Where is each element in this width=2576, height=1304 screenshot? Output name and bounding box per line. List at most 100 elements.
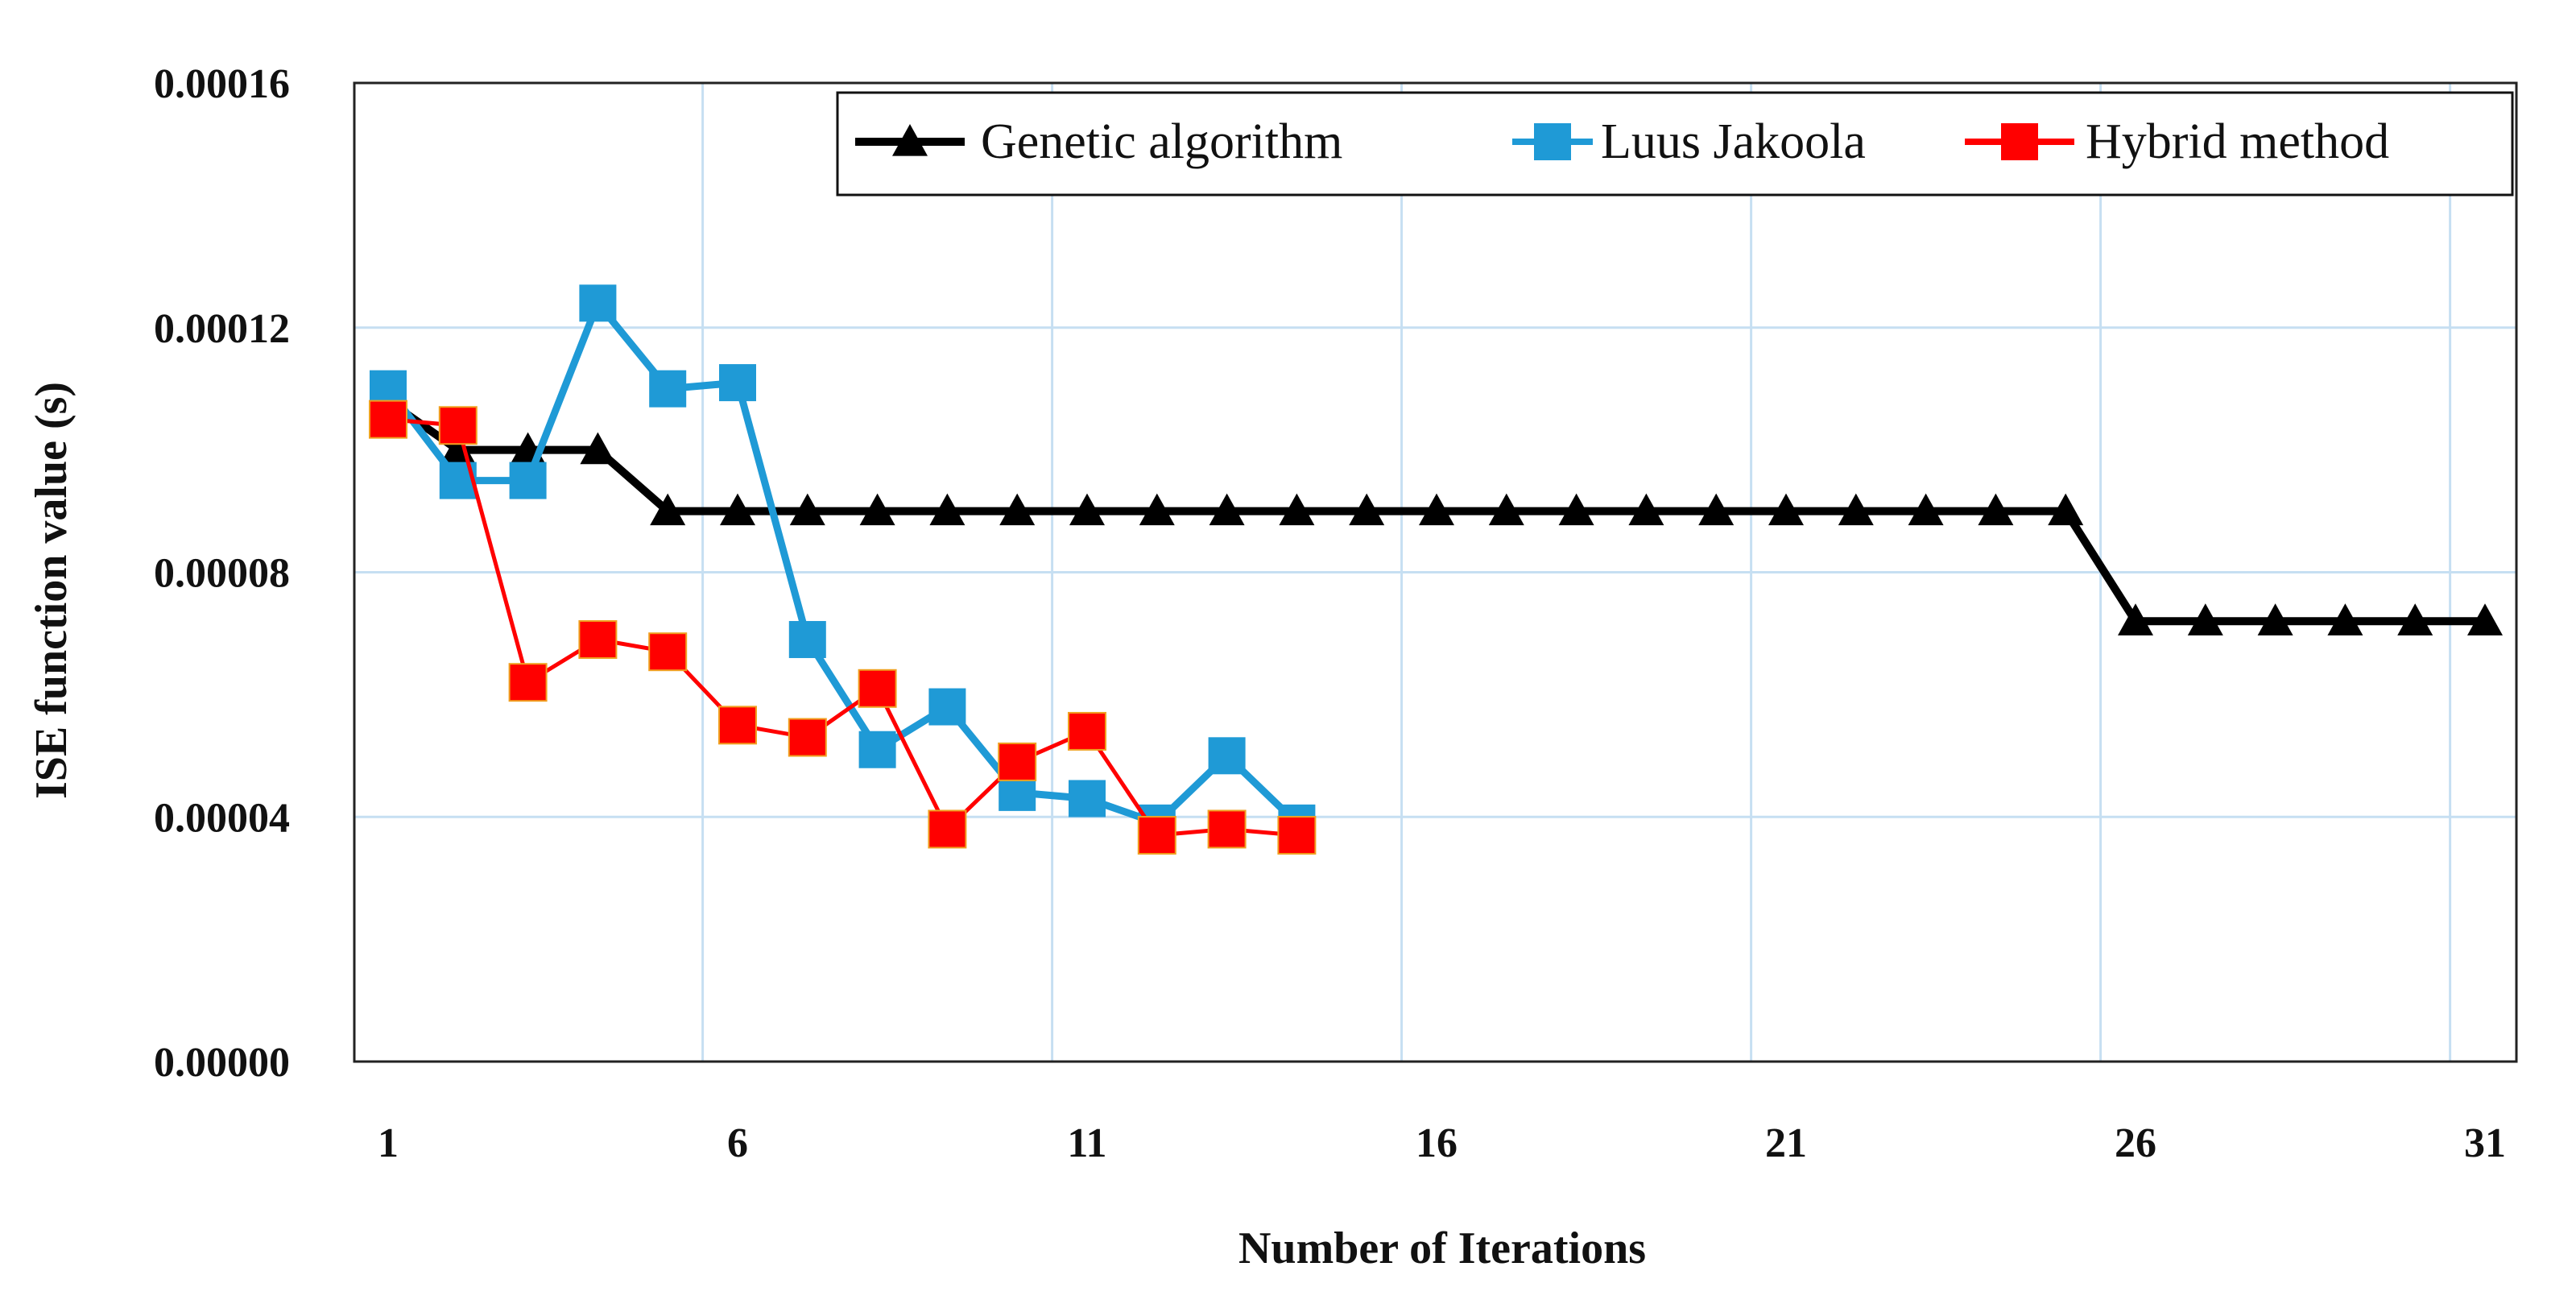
legend-entry-2: Hybrid method [1965,114,2389,169]
data-point-outline [369,399,407,439]
data-point [1069,780,1106,818]
data-point [509,664,547,702]
data-point [1488,493,1524,526]
data-point [929,493,965,526]
grid-lines [354,81,2516,1062]
x-tick-label: 11 [1067,1120,1106,1166]
data-point [859,493,895,526]
legend-label: Luus Jakoola [1601,114,1866,169]
series-layer [369,284,2503,855]
legend-entry-0: Genetic algorithm [855,114,1342,169]
data-point [2048,493,2084,526]
data-point [1698,493,1735,526]
y-tick-label: 0.00004 [154,795,290,841]
plot-area-frame [353,81,2518,1063]
data-point [1279,493,1315,526]
data-point [1069,712,1106,750]
data-point [1628,493,1664,526]
x-tick-label: 6 [727,1120,748,1166]
data-point-outline [1068,711,1106,751]
data-point [650,493,686,526]
legend-label: Hybrid method [2086,114,2389,169]
data-point [649,633,687,671]
data-point [2397,603,2433,635]
series-1 [370,284,1316,842]
data-point [999,493,1036,526]
data-point-outline [648,632,688,672]
data-point [579,284,617,322]
legend-box [836,91,2514,197]
data-point [928,688,966,726]
legend-entry-1: Luus Jakoola [1512,114,1866,169]
x-tick-label: 21 [1765,1120,1807,1166]
x-tick-label: 31 [2464,1120,2506,1166]
data-point [1978,493,2014,526]
data-point-outline [1277,816,1317,855]
x-tick-labels: 1 6 11 16 21 26 31 [378,1120,2506,1166]
y-tick-labels: 0.00000 0.00004 0.00008 0.00012 0.00016 [154,61,290,1086]
x-axis-label: Number of Iterations [1238,1223,1646,1273]
data-point-outline [1207,809,1247,849]
data-point [2118,603,2153,635]
data-point [580,432,616,465]
data-point [1139,493,1175,526]
series-0 [370,383,2503,635]
data-point [2327,603,2363,635]
data-point-outline [718,706,757,745]
data-point [719,706,756,744]
legend-swatch-marker [2001,123,2038,160]
data-point [2467,603,2503,635]
data-point [1278,817,1316,855]
data-point [928,810,966,848]
data-point-outline [508,663,548,702]
data-point [509,462,547,499]
data-point [649,370,687,408]
data-point [788,621,826,659]
data-point [788,718,826,756]
data-point [439,407,477,445]
series-2 [369,399,1317,855]
data-point [858,731,896,768]
data-point [1419,493,1454,526]
data-point [1558,493,1594,526]
data-point [1208,810,1246,848]
data-point [999,743,1036,780]
data-point [1209,493,1245,526]
data-point-outline [788,718,827,757]
series-line [385,296,1300,828]
y-axis-label: ISE function value (s) [27,382,76,799]
legend-swatch-marker [1534,123,1571,160]
data-point [2187,603,2223,635]
y-tick-label: 0.00012 [154,306,290,352]
legend: Genetic algorithm Luus Jakoola Hybrid meth… [836,91,2514,197]
data-point-outline [928,809,967,849]
y-tick-label: 0.00000 [154,1040,290,1086]
data-point [1768,493,1804,526]
data-point [370,400,407,438]
data-point [1069,493,1105,526]
legend-swatch-marker [892,124,928,156]
data-point [579,621,617,659]
y-tick-label: 0.00008 [154,551,290,597]
x-tick-label: 26 [2115,1120,2156,1166]
y-tick-label: 0.00016 [154,61,290,107]
data-point [858,669,896,707]
data-point-outline [1137,816,1176,855]
data-point [1138,817,1176,855]
data-point-outline [438,406,478,445]
data-point [789,493,825,526]
data-point [1838,493,1874,526]
data-point [1349,493,1385,526]
data-point [1908,493,1944,526]
x-tick-label: 16 [1416,1120,1458,1166]
data-point-outline [858,669,897,708]
x-tick-label: 1 [378,1120,399,1166]
data-point [2257,603,2293,635]
data-point [1208,737,1246,775]
data-point [720,493,755,526]
data-point-outline [998,742,1037,781]
data-point-outline [578,620,618,660]
legend-label: Genetic algorithm [981,114,1342,169]
data-point [719,364,756,402]
